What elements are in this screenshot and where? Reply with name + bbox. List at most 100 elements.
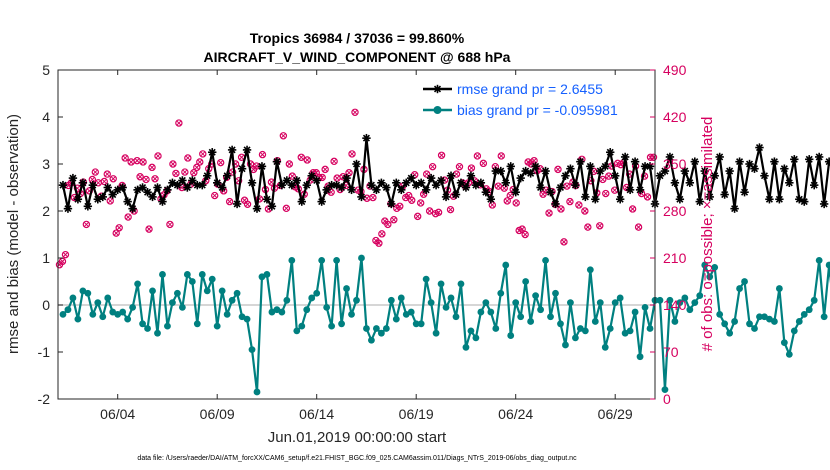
bias-point (731, 318, 738, 325)
bias-point (785, 350, 793, 358)
bias-point (288, 256, 296, 264)
bias-point (442, 303, 450, 311)
rmse-point (501, 178, 510, 187)
obs-assimilated-point (104, 171, 110, 177)
obs-possible-point (384, 220, 392, 229)
obs-possible-point (199, 150, 207, 158)
rmse-point (451, 190, 461, 199)
obs-possible-point (279, 132, 288, 140)
rmse-point (770, 157, 779, 166)
obs-possible-point (282, 204, 291, 213)
rmse-point (163, 185, 172, 195)
rmse-point (660, 166, 670, 176)
rmse-point (486, 195, 496, 204)
obs-possible-point (112, 229, 120, 237)
obs-assimilated-point (328, 189, 334, 195)
rmse-point (83, 202, 93, 211)
bias-point (726, 329, 734, 337)
bias-point (800, 311, 808, 318)
bias-point (492, 325, 500, 332)
obs-assimilated-point (507, 193, 513, 198)
legend-rmse-label: rmse grand pr = 2.6455 (457, 81, 603, 97)
bias-point (338, 320, 345, 328)
rmse-point (810, 180, 819, 190)
bias-point (363, 325, 370, 332)
x-axis: 06/04 06/09 06/14 06/19 06/24 06/29 (100, 70, 633, 422)
obs-assimilated-point (60, 259, 65, 264)
rmse-point (705, 192, 714, 202)
rmse-point (242, 145, 252, 155)
obs-assimilated-point (436, 209, 441, 215)
obs-assimilated-point (636, 224, 641, 230)
bias-point (601, 343, 609, 351)
bias-point (348, 311, 355, 318)
bias-point (557, 320, 564, 328)
obs-assimilated-point (475, 153, 480, 159)
rmse-point (819, 199, 829, 209)
obs-possible-point (285, 160, 294, 168)
bias-point (631, 308, 639, 316)
chart-title: Tropics 36984 / 37036 = 99.860% (250, 30, 465, 46)
bias-point (373, 325, 380, 332)
rmse-point (735, 157, 744, 166)
x-tick-label: 06/14 (299, 406, 334, 422)
bias-point (358, 254, 365, 262)
obs-possible-point (566, 197, 574, 206)
bias-point (382, 325, 390, 332)
y-axis-label: rmse and bias (model - observation) (5, 114, 22, 354)
obs-assimilated-point (260, 152, 265, 157)
obs-possible-point (115, 224, 123, 232)
bias-point (119, 308, 127, 316)
bias-point (154, 329, 161, 337)
obs-possible-point (151, 175, 159, 183)
obs-possible-point (518, 225, 526, 233)
obs-assimilated-point (185, 155, 191, 161)
bias-point (522, 278, 530, 285)
y-right-tick-label: 0 (663, 391, 671, 407)
y-right-tick-label: 140 (663, 297, 687, 313)
obs-assimilated-point (585, 224, 591, 230)
obs-possible-point (512, 199, 520, 207)
rmse-point (352, 159, 361, 169)
obs-assimilated-point (170, 161, 176, 167)
obs-assimilated-point (245, 201, 250, 207)
rmse-point (556, 183, 565, 192)
bias-point (477, 308, 485, 316)
bias-point (681, 294, 689, 302)
obs-assimilated-point (212, 193, 218, 198)
rmse-point (715, 152, 724, 162)
obs-assimilated-point (283, 205, 289, 211)
bias-point (149, 287, 156, 295)
obs-possible-point (216, 158, 225, 167)
bias-point (183, 271, 191, 278)
rmse-point (227, 145, 237, 155)
rmse-point (58, 180, 68, 190)
obs-possible-point (375, 239, 383, 247)
bias-point (736, 285, 743, 292)
rmse-point (148, 192, 157, 202)
bias-point (547, 313, 554, 321)
obs-possible-point (643, 193, 652, 201)
obs-assimilated-point (146, 226, 152, 232)
y-tick-label: 1 (42, 250, 50, 266)
rmse-point (421, 185, 431, 195)
x-tick-label: 06/24 (498, 406, 533, 422)
bias-point (502, 261, 510, 269)
bias-point (482, 299, 490, 307)
rmse-point (581, 192, 590, 202)
bias-point (517, 313, 525, 321)
legend-bias-marker (433, 106, 442, 114)
obs-assimilated-point (555, 167, 561, 172)
bias-point (313, 289, 321, 297)
rmse-point (526, 169, 535, 178)
obs-assimilated-point (591, 169, 597, 174)
obs-assimilated-point (576, 202, 582, 208)
obs-possible-point (228, 168, 237, 176)
bias-point (377, 329, 385, 337)
obs-possible-point (172, 169, 180, 178)
rmse-point (461, 183, 471, 192)
rmse-point (322, 185, 331, 195)
bias-point (228, 296, 236, 304)
bias-point (94, 299, 102, 307)
bias-point (572, 334, 579, 342)
